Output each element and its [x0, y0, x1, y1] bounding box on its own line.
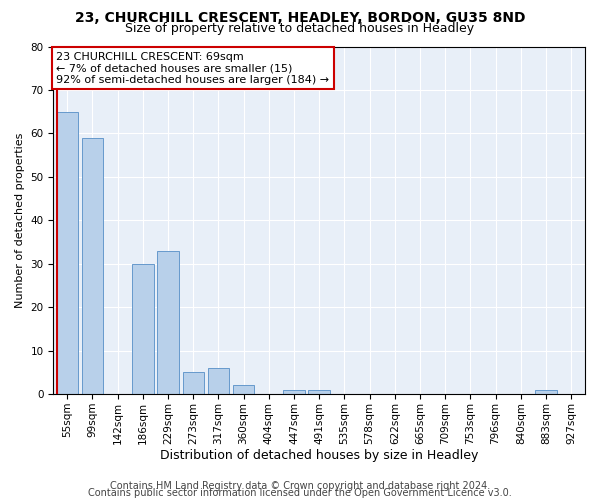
Text: Contains public sector information licensed under the Open Government Licence v3: Contains public sector information licen…: [88, 488, 512, 498]
Bar: [535, 390, 557, 394]
Bar: [56, 112, 78, 394]
Bar: [233, 386, 254, 394]
Bar: [208, 368, 229, 394]
Bar: [82, 138, 103, 394]
Bar: [283, 390, 305, 394]
Bar: [182, 372, 204, 394]
Text: Contains HM Land Registry data © Crown copyright and database right 2024.: Contains HM Land Registry data © Crown c…: [110, 481, 490, 491]
Text: 23, CHURCHILL CRESCENT, HEADLEY, BORDON, GU35 8ND: 23, CHURCHILL CRESCENT, HEADLEY, BORDON,…: [75, 11, 525, 25]
Text: Size of property relative to detached houses in Headley: Size of property relative to detached ho…: [125, 22, 475, 35]
Y-axis label: Number of detached properties: Number of detached properties: [15, 132, 25, 308]
X-axis label: Distribution of detached houses by size in Headley: Distribution of detached houses by size …: [160, 450, 478, 462]
Bar: [132, 264, 154, 394]
Bar: [308, 390, 330, 394]
Text: 23 CHURCHILL CRESCENT: 69sqm
← 7% of detached houses are smaller (15)
92% of sem: 23 CHURCHILL CRESCENT: 69sqm ← 7% of det…: [56, 52, 329, 85]
Bar: [157, 251, 179, 394]
